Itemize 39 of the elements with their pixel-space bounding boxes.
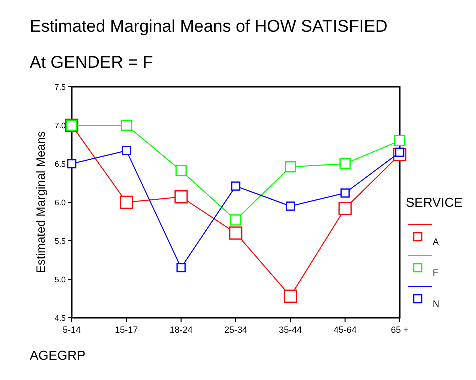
x-axis-title: AGEGRP: [30, 348, 86, 363]
point: [120, 196, 134, 210]
point: [122, 146, 132, 156]
x-tick-label: 45-64: [334, 325, 357, 335]
y-tick-label: 5.5: [54, 237, 67, 246]
legend-title: SERVICE: [406, 195, 464, 210]
x-tick-label: 5-14: [62, 325, 82, 335]
point: [231, 182, 241, 191]
x-tick-label: 25-34: [224, 325, 248, 335]
chart-subtitle: At GENDER = F: [30, 53, 154, 72]
point: [340, 158, 351, 170]
x-tick-label: 35-44: [279, 325, 302, 335]
y-tick-label: 7.0: [54, 122, 67, 130]
legend-label: N: [433, 299, 440, 309]
x-tick-label: 15-17: [115, 325, 138, 335]
point: [338, 202, 352, 216]
legend-label: A: [433, 237, 440, 247]
y-tick-label: 7.5: [54, 83, 67, 92]
point: [121, 120, 132, 132]
point: [229, 226, 243, 240]
point: [284, 290, 298, 304]
point: [176, 263, 186, 273]
point: [67, 159, 77, 169]
point: [286, 202, 296, 211]
point: [285, 161, 296, 173]
x-tick-label: 18-24: [170, 325, 193, 335]
point: [176, 165, 187, 177]
y-tick-label: 5.0: [54, 276, 67, 284]
point: [340, 188, 350, 198]
x-tick-label: 65 +: [391, 325, 409, 335]
y-tick-label: 4.5: [54, 314, 67, 323]
point: [230, 214, 242, 226]
legend-label: F: [433, 268, 439, 278]
chart-title: Estimated Marginal Means of HOW SATISFIED: [30, 17, 388, 36]
y-tick-label: 6.0: [54, 198, 67, 208]
y-axis-title: Estimated Marginal Means: [34, 131, 48, 274]
point: [174, 190, 188, 204]
point: [394, 135, 406, 146]
y-tick-label: 6.5: [54, 160, 67, 169]
